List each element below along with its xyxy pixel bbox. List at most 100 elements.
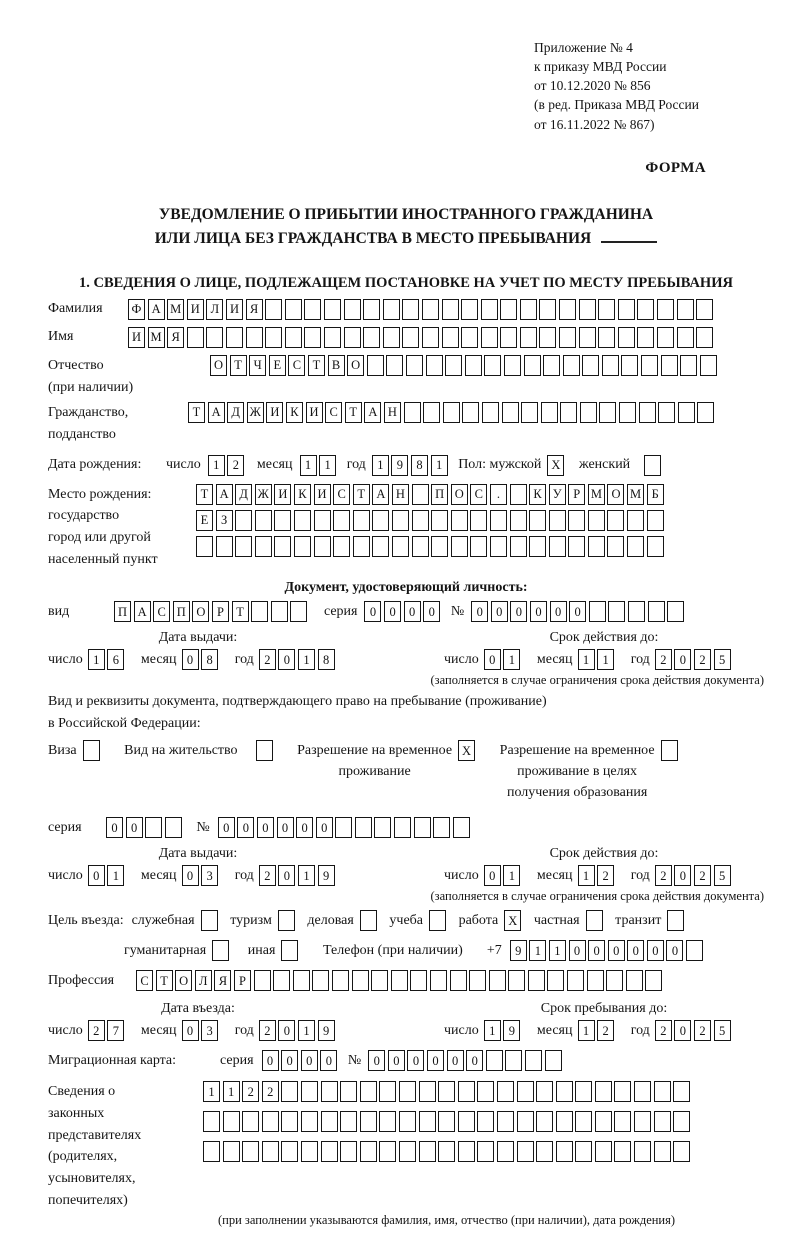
- form-cell: [312, 970, 330, 992]
- form-cell[interactable]: [255, 740, 273, 762]
- form-cell: [555, 1081, 573, 1103]
- form-cell: [568, 535, 586, 557]
- representatives-label-line4: (родителях,: [48, 1149, 118, 1165]
- form-cell[interactable]: 0: [588, 940, 606, 962]
- purpose-study-checkbox[interactable]: [429, 910, 449, 932]
- form-cell: [699, 354, 717, 376]
- form-cell[interactable]: [359, 910, 377, 932]
- form-cell: [242, 1111, 260, 1133]
- form-cell: [525, 1050, 543, 1072]
- form-cell[interactable]: 0: [568, 940, 586, 962]
- form-cell: [300, 1141, 318, 1163]
- form-cell[interactable]: [644, 454, 662, 476]
- purpose-humanitarian-checkbox[interactable]: [212, 940, 232, 962]
- form-cell[interactable]: [429, 910, 446, 932]
- purpose-business-checkbox[interactable]: [359, 910, 380, 932]
- form-cell: Т: [188, 402, 205, 424]
- rvp-education-checkbox[interactable]: [660, 740, 681, 762]
- form-cell: [588, 601, 606, 623]
- residence-permit-checkbox[interactable]: [255, 740, 276, 762]
- form-cell: [461, 298, 479, 320]
- form-cell[interactable]: [200, 910, 218, 932]
- form-cell[interactable]: [281, 940, 299, 962]
- form-cell: [676, 326, 694, 348]
- form-cell: 1: [298, 865, 315, 887]
- form-cell: [284, 298, 302, 320]
- form-cell: [331, 970, 349, 992]
- form-cell: 0: [181, 649, 199, 671]
- form-cell: Е: [268, 354, 286, 376]
- form-cell: А: [372, 483, 390, 505]
- purpose-private-checkbox[interactable]: [585, 910, 606, 932]
- form-cell[interactable]: X: [504, 910, 522, 932]
- form-cell: [653, 1081, 671, 1103]
- form-cell: [320, 1141, 338, 1163]
- phone-prefix: +7: [486, 942, 502, 958]
- form-cell[interactable]: 0: [607, 940, 625, 962]
- purpose-tourism-checkbox[interactable]: [277, 910, 298, 932]
- form-cell[interactable]: [212, 940, 230, 962]
- form-cell[interactable]: 0: [666, 940, 684, 962]
- form-cell[interactable]: [667, 910, 685, 932]
- form-cell: [382, 326, 400, 348]
- form-cell: 2: [597, 1020, 615, 1042]
- sex-female-checkbox[interactable]: [644, 454, 664, 476]
- form-cell[interactable]: X: [458, 740, 476, 762]
- section1-title: 1. СВЕДЕНИЯ О ЛИЦЕ, ПОДЛЕЖАЩЕМ ПОСТАНОВК…: [79, 274, 733, 291]
- form-cell[interactable]: X: [547, 454, 565, 476]
- form-cell: А: [133, 601, 151, 623]
- form-cell[interactable]: 9: [509, 940, 527, 962]
- representatives-label-line2: законных: [48, 1106, 105, 1121]
- form-cell: [398, 1081, 416, 1103]
- form-cell: Т: [196, 483, 213, 505]
- form-cell[interactable]: [277, 910, 295, 932]
- form-cell: [480, 326, 498, 348]
- form-cell: [438, 1141, 456, 1163]
- residence-issue-day-label: число: [48, 867, 83, 883]
- form-cell: Д: [235, 483, 253, 505]
- rvp-checkbox[interactable]: X: [458, 740, 478, 762]
- form-cell[interactable]: [660, 740, 678, 762]
- form-cell: К: [529, 483, 547, 505]
- form-cell: [527, 970, 545, 992]
- form-cell: А: [147, 298, 165, 320]
- form-cell: [333, 535, 351, 557]
- form-cell: 2: [654, 865, 672, 887]
- form-cell[interactable]: 0: [646, 940, 664, 962]
- purpose-official-checkbox[interactable]: [200, 910, 221, 932]
- form-cell: [634, 1141, 652, 1163]
- form-cell[interactable]: [585, 910, 603, 932]
- form-cell[interactable]: [82, 740, 100, 762]
- form-cell: [403, 402, 421, 424]
- form-cell: 0: [674, 1020, 692, 1042]
- form-cell: [351, 970, 369, 992]
- form-cell[interactable]: [686, 940, 704, 962]
- form-cell: [519, 298, 537, 320]
- purpose-work-checkbox[interactable]: X: [504, 910, 524, 932]
- form-cell: [215, 535, 233, 557]
- purpose-other-checkbox[interactable]: [281, 940, 301, 962]
- form-cell: [657, 326, 675, 348]
- form-cell[interactable]: 0: [627, 940, 645, 962]
- form-cell: Р: [211, 601, 229, 623]
- form-cell: [586, 970, 604, 992]
- form-cell[interactable]: 1: [529, 940, 547, 962]
- form-cell: [601, 354, 619, 376]
- form-cell[interactable]: 1: [548, 940, 566, 962]
- visa-checkbox[interactable]: [82, 740, 103, 762]
- birth-year-label: год: [346, 457, 366, 473]
- sex-male-checkbox[interactable]: X: [547, 454, 567, 476]
- form-cell: 0: [674, 649, 692, 671]
- form-cell: 0: [387, 1050, 405, 1072]
- form-cell: Ф: [128, 298, 145, 320]
- form-cell: Т: [352, 483, 370, 505]
- purpose-transit-label: транзит: [615, 912, 662, 928]
- form-cell: [343, 326, 361, 348]
- purpose-transit-checkbox[interactable]: [667, 910, 687, 932]
- form-cell: [614, 1111, 632, 1133]
